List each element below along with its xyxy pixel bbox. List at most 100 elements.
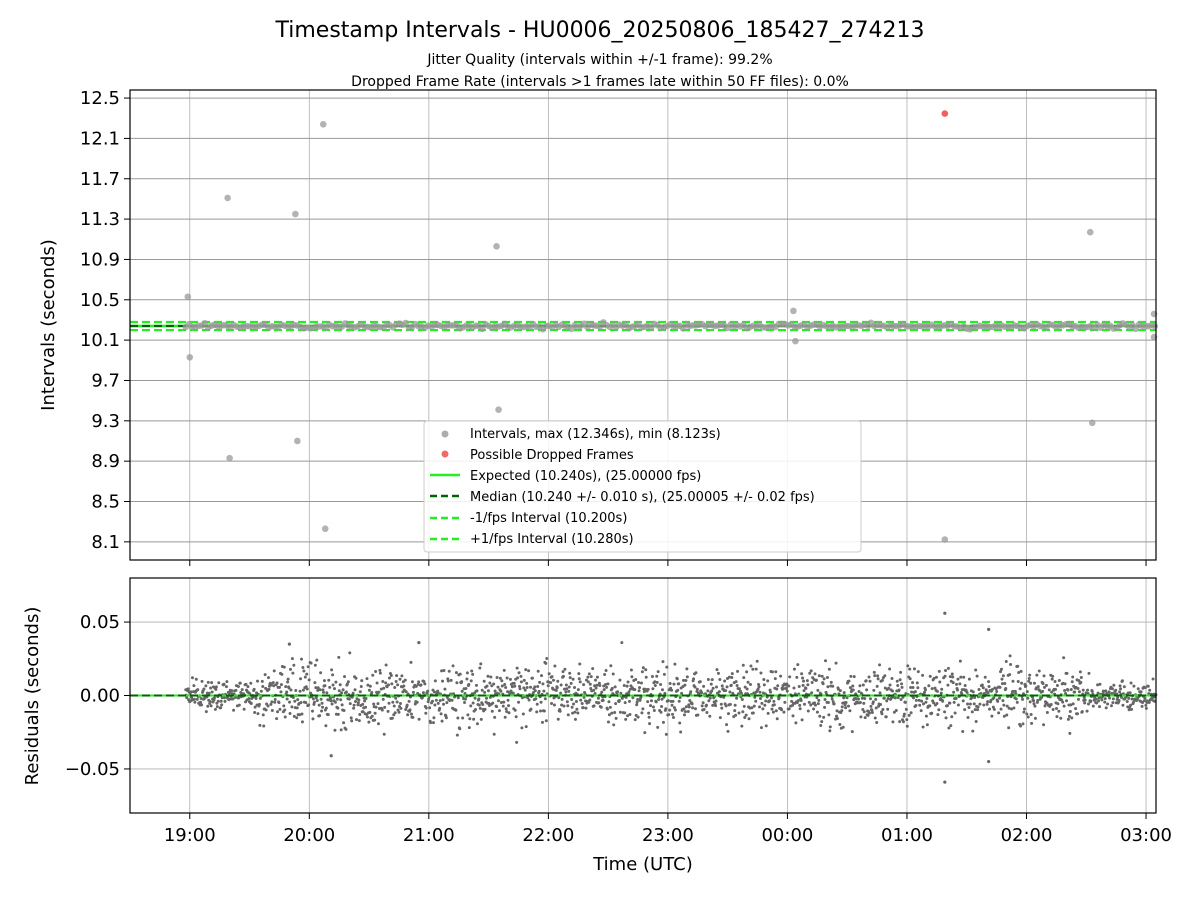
residual-point bbox=[884, 715, 888, 719]
residual-point bbox=[445, 701, 449, 705]
residual-point bbox=[325, 691, 329, 695]
residual-point bbox=[578, 662, 582, 666]
residual-point bbox=[1151, 677, 1155, 681]
residual-point bbox=[898, 678, 902, 682]
residual-point bbox=[414, 684, 418, 688]
residual-point bbox=[493, 715, 497, 719]
residual-point bbox=[342, 721, 346, 725]
residual-point bbox=[447, 669, 451, 673]
residual-point bbox=[896, 696, 900, 700]
residual-point bbox=[927, 684, 931, 688]
residual-point bbox=[1028, 700, 1032, 704]
residual-point bbox=[380, 708, 384, 712]
residual-point bbox=[300, 720, 304, 724]
residual-point bbox=[772, 703, 776, 707]
residual-point bbox=[873, 674, 877, 678]
residual-point bbox=[939, 691, 943, 695]
residual-point bbox=[458, 672, 462, 676]
residual-point bbox=[822, 677, 826, 681]
residual-point bbox=[1086, 688, 1090, 692]
residual-point bbox=[641, 707, 645, 711]
residual-point bbox=[219, 699, 223, 703]
residual-point bbox=[917, 698, 921, 702]
residual-point bbox=[263, 673, 267, 677]
residual-point bbox=[652, 709, 656, 713]
residual-point bbox=[289, 688, 293, 692]
residual-point bbox=[381, 679, 385, 683]
residual-point bbox=[387, 701, 391, 705]
residual-point bbox=[1109, 704, 1113, 708]
residual-point bbox=[1036, 685, 1040, 689]
residual-point bbox=[1076, 712, 1080, 716]
residual-point bbox=[569, 681, 573, 685]
residual-point bbox=[209, 686, 213, 690]
residual-point bbox=[798, 707, 802, 711]
residual-point bbox=[990, 714, 994, 718]
residual-point bbox=[808, 671, 812, 675]
residual-point bbox=[396, 683, 400, 687]
residual-point bbox=[947, 726, 951, 730]
interval-point bbox=[478, 325, 486, 333]
residual-point bbox=[242, 707, 246, 711]
residual-point bbox=[1097, 699, 1101, 703]
residual-point bbox=[1071, 675, 1075, 679]
residual-point bbox=[381, 697, 385, 701]
residual-point bbox=[1051, 707, 1055, 711]
residual-point bbox=[706, 689, 710, 693]
residual-point bbox=[714, 704, 718, 708]
residual-point bbox=[200, 679, 204, 683]
residual-point bbox=[1090, 689, 1094, 693]
residual-point bbox=[916, 670, 920, 674]
residual-point bbox=[426, 700, 430, 704]
residual-point bbox=[1144, 703, 1148, 707]
residual-point bbox=[409, 712, 413, 716]
residual-point bbox=[673, 708, 677, 712]
residual-point bbox=[346, 680, 350, 684]
residual-point bbox=[967, 705, 971, 709]
residual-point bbox=[838, 722, 842, 726]
residual-point bbox=[478, 666, 482, 670]
residual-point bbox=[301, 688, 305, 692]
residual-point bbox=[394, 696, 398, 700]
residual-point bbox=[560, 703, 564, 707]
residual-point bbox=[930, 687, 934, 691]
residual-point bbox=[375, 681, 379, 685]
residual-point bbox=[282, 704, 286, 708]
interval-outlier-point bbox=[294, 437, 301, 445]
residual-point bbox=[714, 699, 718, 703]
residual-point bbox=[376, 722, 380, 726]
residual-point bbox=[715, 668, 719, 672]
residual-point bbox=[680, 691, 684, 695]
residual-point bbox=[1032, 702, 1036, 706]
residual-point bbox=[186, 687, 190, 691]
residual-point bbox=[1121, 692, 1125, 696]
residual-point bbox=[264, 708, 268, 712]
residual-point bbox=[655, 674, 659, 678]
residual-point bbox=[270, 700, 274, 704]
residual-point bbox=[737, 711, 741, 715]
residual-point bbox=[682, 678, 686, 682]
residual-point bbox=[310, 709, 314, 713]
residual-point bbox=[515, 740, 519, 744]
residual-point bbox=[704, 703, 708, 707]
residual-point bbox=[690, 702, 694, 706]
residual-point bbox=[744, 713, 748, 717]
residual-point bbox=[270, 709, 274, 713]
residual-point bbox=[206, 704, 210, 708]
residual-point bbox=[607, 700, 611, 704]
residual-point bbox=[824, 659, 828, 663]
residual-point bbox=[356, 701, 360, 705]
residual-point bbox=[762, 678, 766, 682]
residual-point bbox=[800, 672, 804, 676]
residual-point bbox=[682, 707, 686, 711]
residual-point bbox=[634, 678, 638, 682]
residual-point bbox=[688, 699, 692, 703]
residual-point bbox=[661, 720, 665, 724]
residual-point bbox=[353, 688, 357, 692]
residual-point bbox=[1118, 684, 1122, 688]
residual-point bbox=[806, 709, 810, 713]
residual-point bbox=[246, 685, 250, 689]
residual-point bbox=[666, 699, 670, 703]
residual-point bbox=[963, 683, 967, 687]
residual-point bbox=[358, 713, 362, 717]
